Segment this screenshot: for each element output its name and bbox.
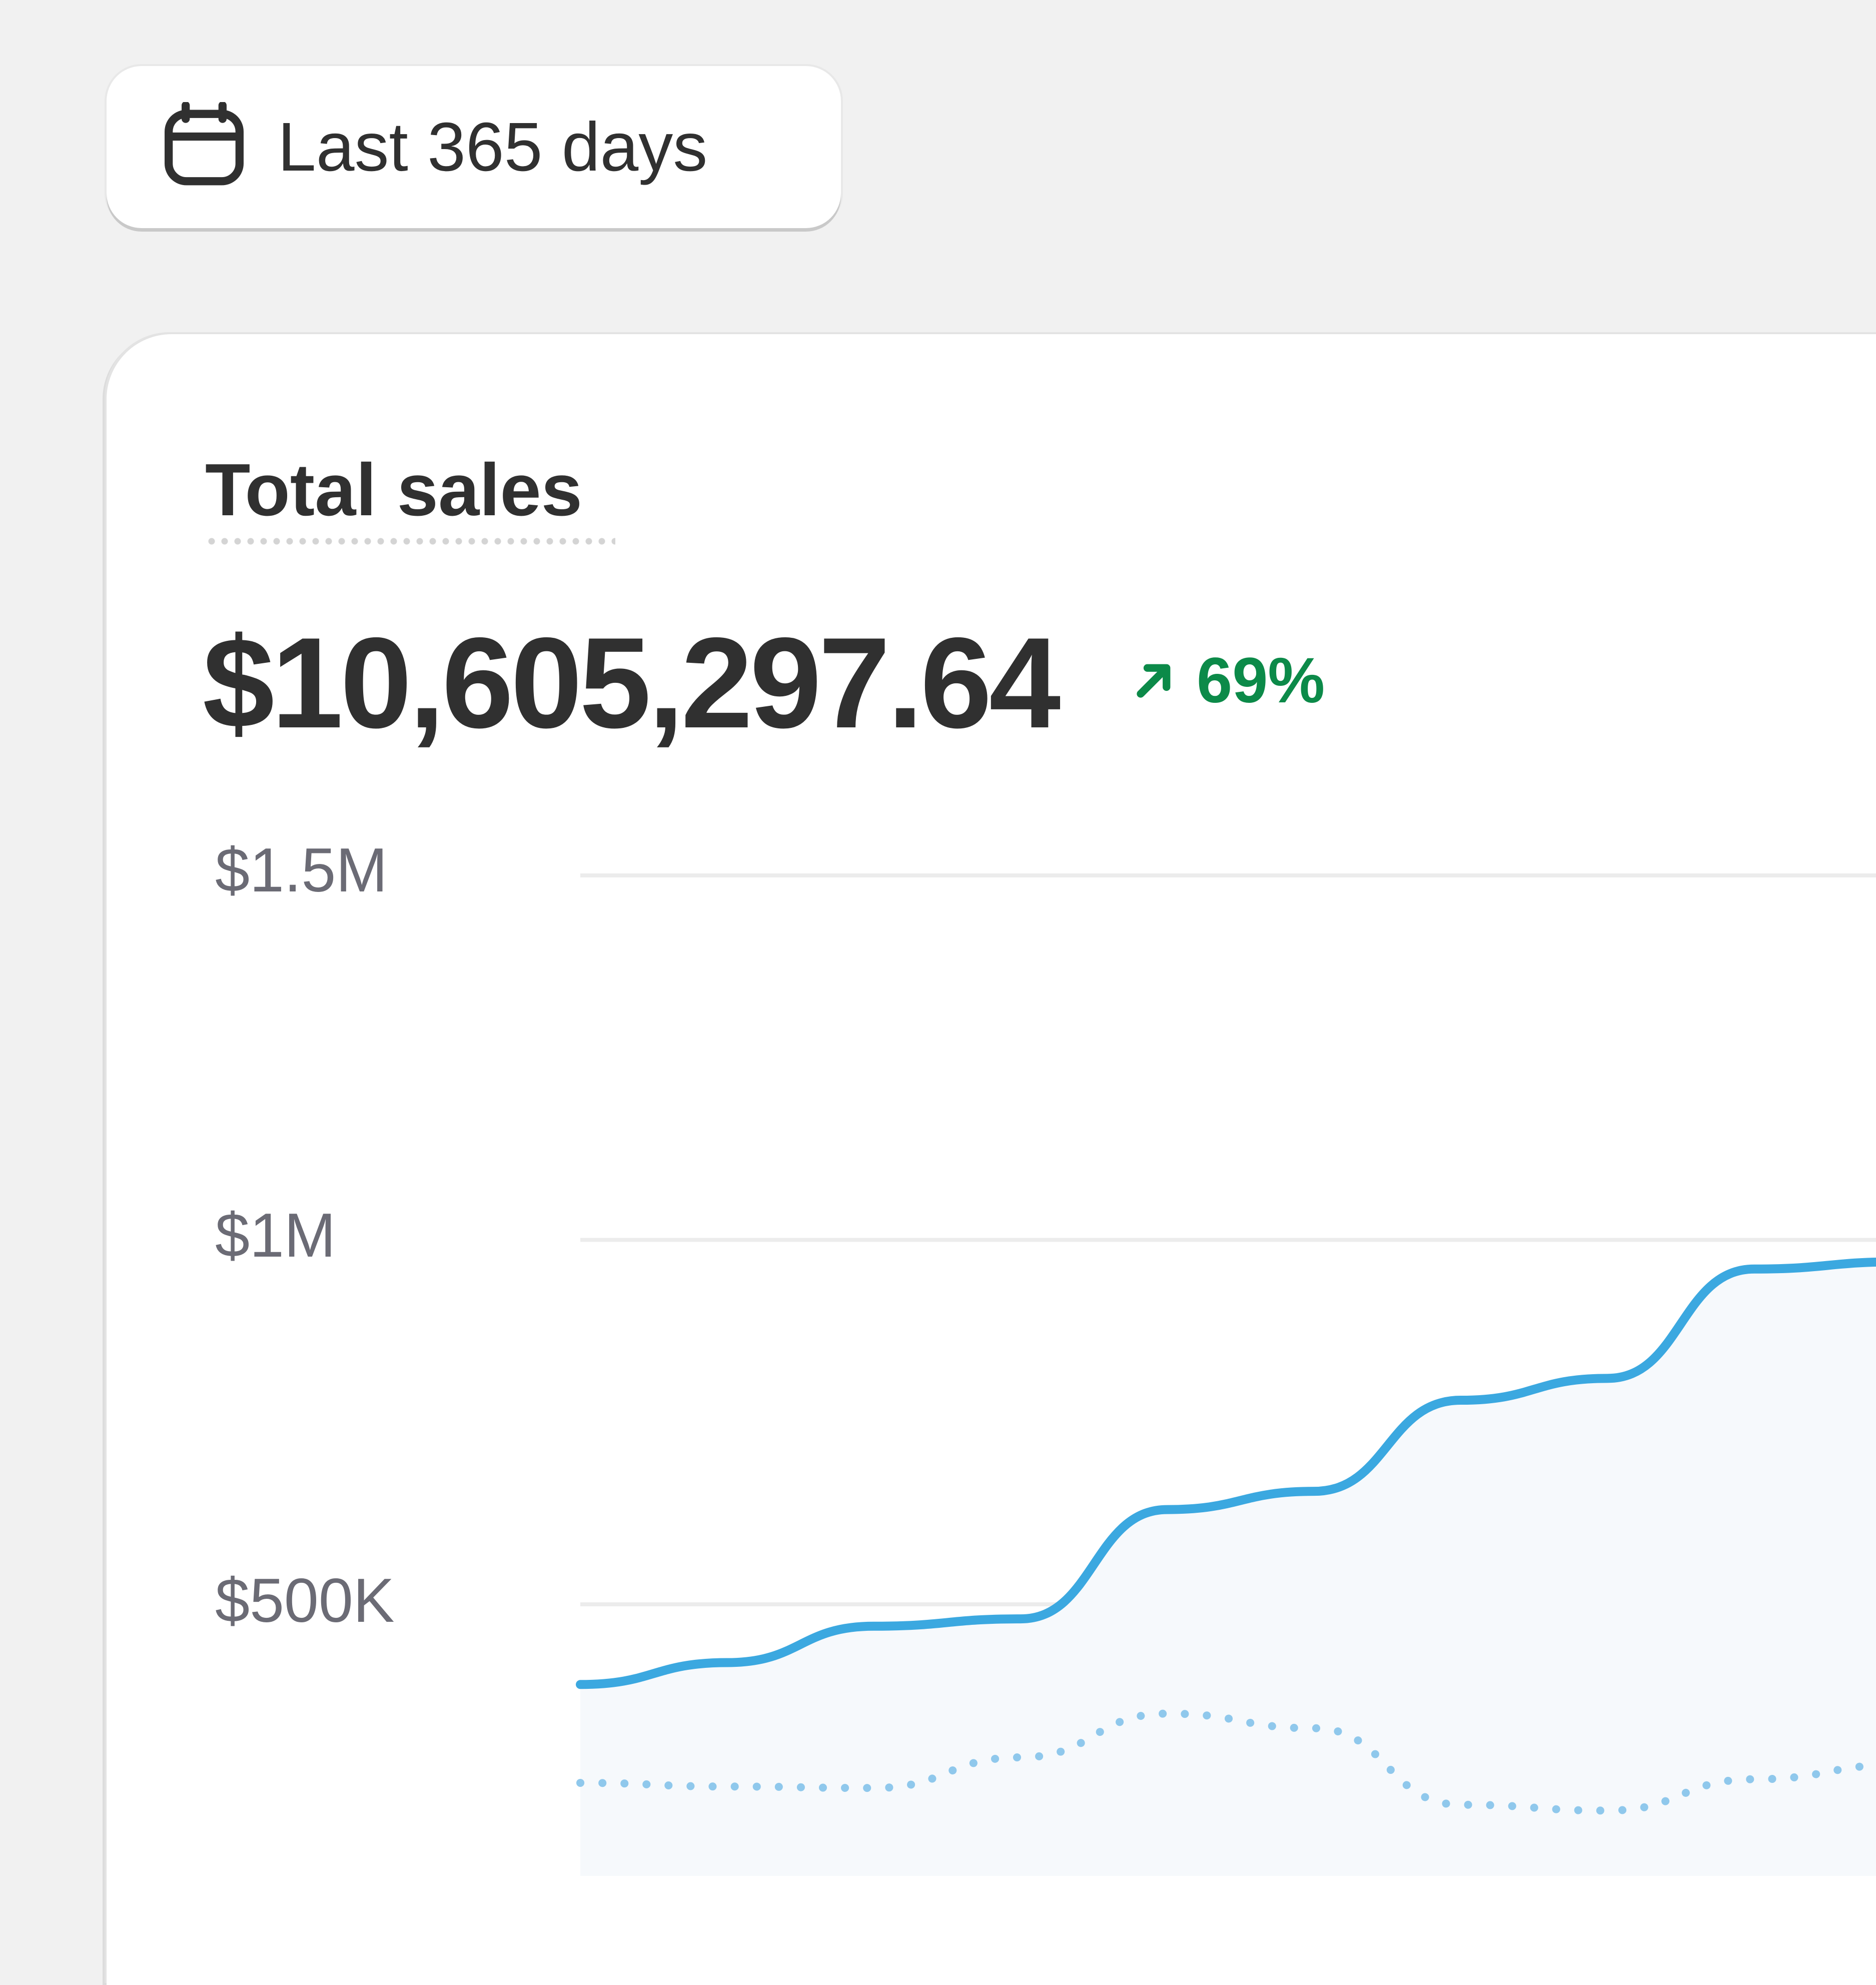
calendar-icon bbox=[165, 102, 244, 186]
sales-line-chart bbox=[576, 873, 1876, 1876]
date-range-label: Last 365 days bbox=[278, 109, 708, 186]
series-area bbox=[580, 1262, 1876, 1876]
metric-value: $10,605,297.64 bbox=[203, 610, 1061, 755]
metric-title-underline bbox=[205, 538, 615, 545]
sales-series-line bbox=[576, 1257, 1876, 1689]
arrow-up-right-icon bbox=[1137, 664, 1171, 698]
change-percent: 69% bbox=[1197, 644, 1325, 716]
metric-title[interactable]: Total sales bbox=[205, 449, 583, 531]
y-tick-label: $1.5M bbox=[215, 836, 388, 905]
change-badge: 69% bbox=[1132, 640, 1325, 720]
y-tick-label: $500K bbox=[215, 1566, 395, 1635]
date-range-button[interactable]: Last 365 days bbox=[107, 66, 841, 228]
comparison-series-line bbox=[576, 1709, 1876, 1815]
y-tick-label: $1M bbox=[215, 1201, 336, 1270]
